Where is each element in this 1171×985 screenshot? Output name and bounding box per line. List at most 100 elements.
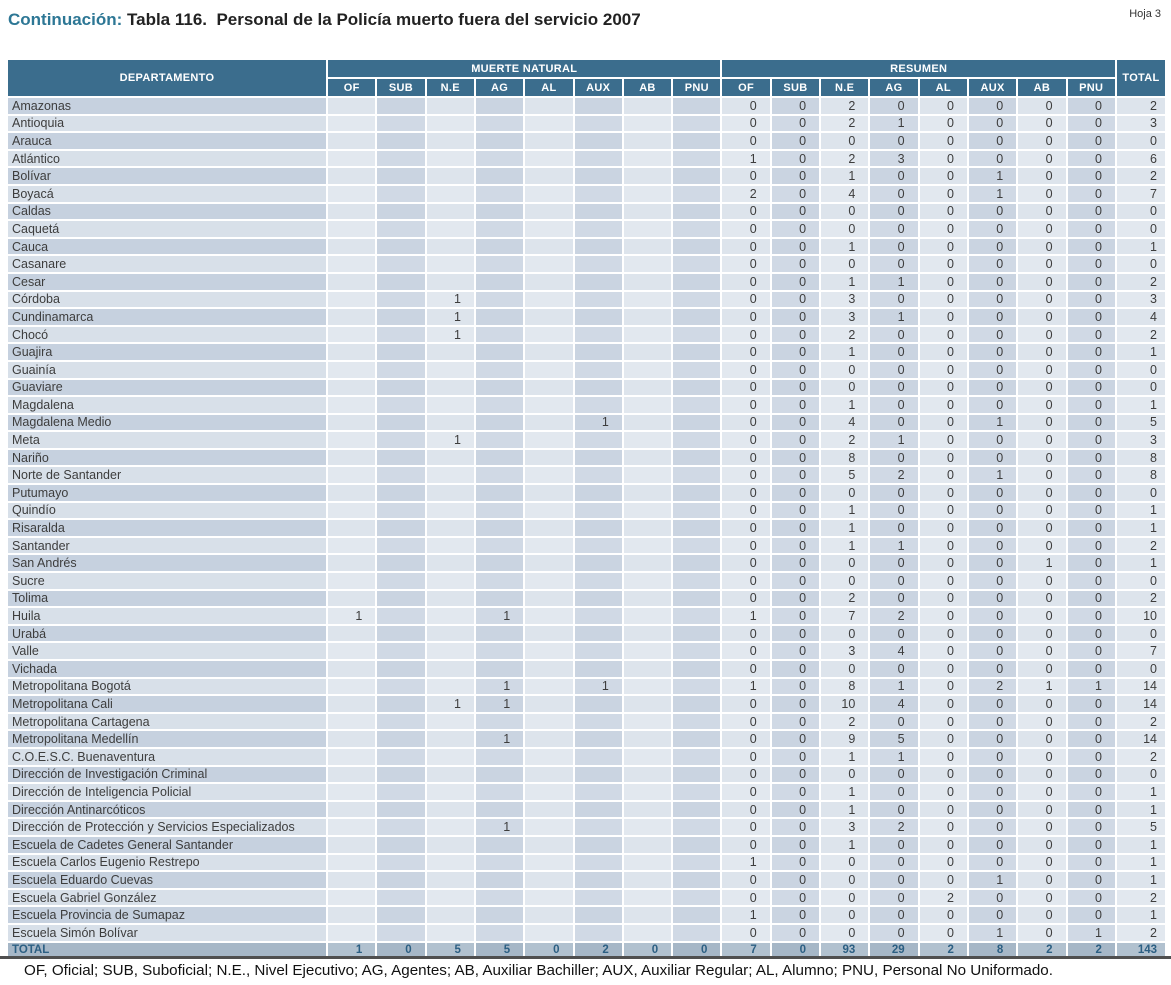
- resumen-cell: 0: [722, 467, 772, 486]
- muerte-natural-cell: [377, 397, 427, 415]
- department-cell: Risaralda: [8, 520, 329, 538]
- resumen-cell: 0: [919, 924, 969, 943]
- muerte-natural-cell: [525, 854, 575, 873]
- resumen-cell: 0: [919, 449, 969, 468]
- muerte-natural-cell: [673, 185, 723, 204]
- muerte-natural-cell: [328, 555, 378, 574]
- resumen-cell: 0: [1067, 397, 1117, 415]
- muerte-natural-cell: [673, 748, 723, 767]
- resumen-cell: 0: [870, 713, 920, 732]
- resumen-cell: 0: [722, 696, 772, 714]
- muerte-natural-cell: [377, 98, 427, 116]
- muerte-natural-cell: [377, 502, 427, 521]
- resumen-cell: 0: [919, 326, 969, 345]
- muerte-natural-cell: [673, 854, 723, 873]
- muerte-natural-cell: [673, 872, 723, 890]
- department-cell: Norte de Santander: [8, 467, 329, 486]
- resumen-cell: 0: [968, 819, 1019, 837]
- muerte-natural-cell: [574, 625, 624, 644]
- resumen-cell: 0: [1018, 203, 1068, 222]
- department-cell: Guaviare: [8, 379, 329, 398]
- table-row: Norte de Santander 0 0 5 2 0 1 0 0 8: [8, 467, 1167, 486]
- table-row: Caquetá 0 0 0 0 0 0 0 0 0: [8, 221, 1167, 239]
- resumen-cell: 0: [722, 485, 772, 503]
- resumen-cell: 0: [722, 537, 772, 556]
- resumen-cell: 1: [722, 854, 772, 873]
- muerte-natural-cell: [475, 185, 526, 204]
- muerte-natural-cell: [673, 361, 723, 380]
- muerte-natural-cell: [623, 256, 674, 274]
- table-row: Escuela Gabriel González 0 0 0 0 2 0 0 0 2: [8, 889, 1167, 908]
- row-total-cell: 8: [1116, 449, 1167, 468]
- muerte-natural-cell: [574, 502, 624, 521]
- resumen-cell: 1: [1067, 924, 1117, 943]
- muerte-natural-cell: [475, 713, 526, 732]
- resumen-cell: 0: [722, 819, 772, 837]
- resumen-cell: 0: [821, 854, 871, 873]
- resumen-cell: 0: [919, 98, 969, 116]
- resumen-cell: 2: [821, 98, 871, 116]
- muerte-natural-cell: [525, 696, 575, 714]
- resumen-cell: 1: [870, 273, 920, 292]
- muerte-natural-cell: [623, 432, 674, 450]
- muerte-natural-cell: [623, 467, 674, 486]
- resumen-cell: 0: [870, 221, 920, 239]
- sheet-number: Hoja 3: [1129, 8, 1161, 20]
- muerte-natural-cell: [377, 713, 427, 732]
- row-total-cell: 2: [1116, 924, 1167, 943]
- muerte-natural-cell: [574, 573, 624, 591]
- muerte-natural-cell: [377, 168, 427, 186]
- resumen-cell: 0: [1018, 502, 1068, 521]
- continuation-label: Continuación:: [8, 10, 123, 29]
- department-cell: Cauca: [8, 238, 329, 257]
- resumen-cell: 0: [1018, 361, 1068, 380]
- resumen-cell: 0: [771, 590, 822, 609]
- resumen-cell: 0: [968, 608, 1019, 626]
- row-total-cell: 1: [1116, 784, 1167, 802]
- resumen-cell: 2: [870, 819, 920, 837]
- resumen-cell: 0: [722, 625, 772, 644]
- muerte-natural-cell: [525, 555, 575, 574]
- muerte-natural-cell: [426, 784, 476, 802]
- row-total-cell: 10: [1116, 608, 1167, 626]
- muerte-natural-cell: [328, 273, 378, 292]
- muerte-natural-cell: [525, 485, 575, 503]
- row-total-cell: 2: [1116, 748, 1167, 767]
- resumen-cell: 0: [870, 854, 920, 873]
- muerte-natural-cell: [623, 555, 674, 574]
- column-header-aux: AUX: [574, 79, 624, 98]
- table-row: Cauca 0 0 1 0 0 0 0 0 1: [8, 238, 1167, 257]
- resumen-cell: 0: [968, 432, 1019, 450]
- muerte-natural-cell: [623, 889, 674, 908]
- muerte-natural-cell: [525, 168, 575, 186]
- resumen-cell: 0: [1067, 344, 1117, 362]
- muerte-natural-cell: [673, 467, 723, 486]
- department-cell: Metropolitana Cartagena: [8, 713, 329, 732]
- resumen-cell: 0: [1018, 485, 1068, 503]
- muerte-natural-cell: [574, 379, 624, 398]
- resumen-cell: 0: [870, 485, 920, 503]
- resumen-cell: 0: [870, 361, 920, 380]
- row-total-cell: 14: [1116, 731, 1167, 749]
- muerte-natural-cell: [328, 907, 378, 925]
- resumen-cell: 0: [821, 661, 871, 679]
- resumen-cell: 0: [1067, 98, 1117, 116]
- department-cell: Boyacá: [8, 185, 329, 204]
- muerte-natural-cell: [475, 326, 526, 345]
- muerte-natural-cell: 1: [426, 291, 476, 310]
- muerte-natural-cell: [673, 485, 723, 503]
- resumen-cell: 0: [870, 291, 920, 310]
- column-header-pnu: PNU: [1067, 79, 1117, 98]
- muerte-natural-cell: [574, 238, 624, 257]
- resumen-cell: 1: [821, 836, 871, 855]
- resumen-cell: 0: [771, 115, 822, 134]
- department-cell: Chocó: [8, 326, 329, 345]
- resumen-cell: 0: [919, 168, 969, 186]
- resumen-cell: 0: [919, 344, 969, 362]
- muerte-natural-cell: [328, 889, 378, 908]
- resumen-cell: 0: [722, 748, 772, 767]
- resumen-cell: 0: [1067, 889, 1117, 908]
- resumen-cell: 0: [1067, 784, 1117, 802]
- resumen-cell: 0: [870, 661, 920, 679]
- resumen-cell: 3: [821, 291, 871, 310]
